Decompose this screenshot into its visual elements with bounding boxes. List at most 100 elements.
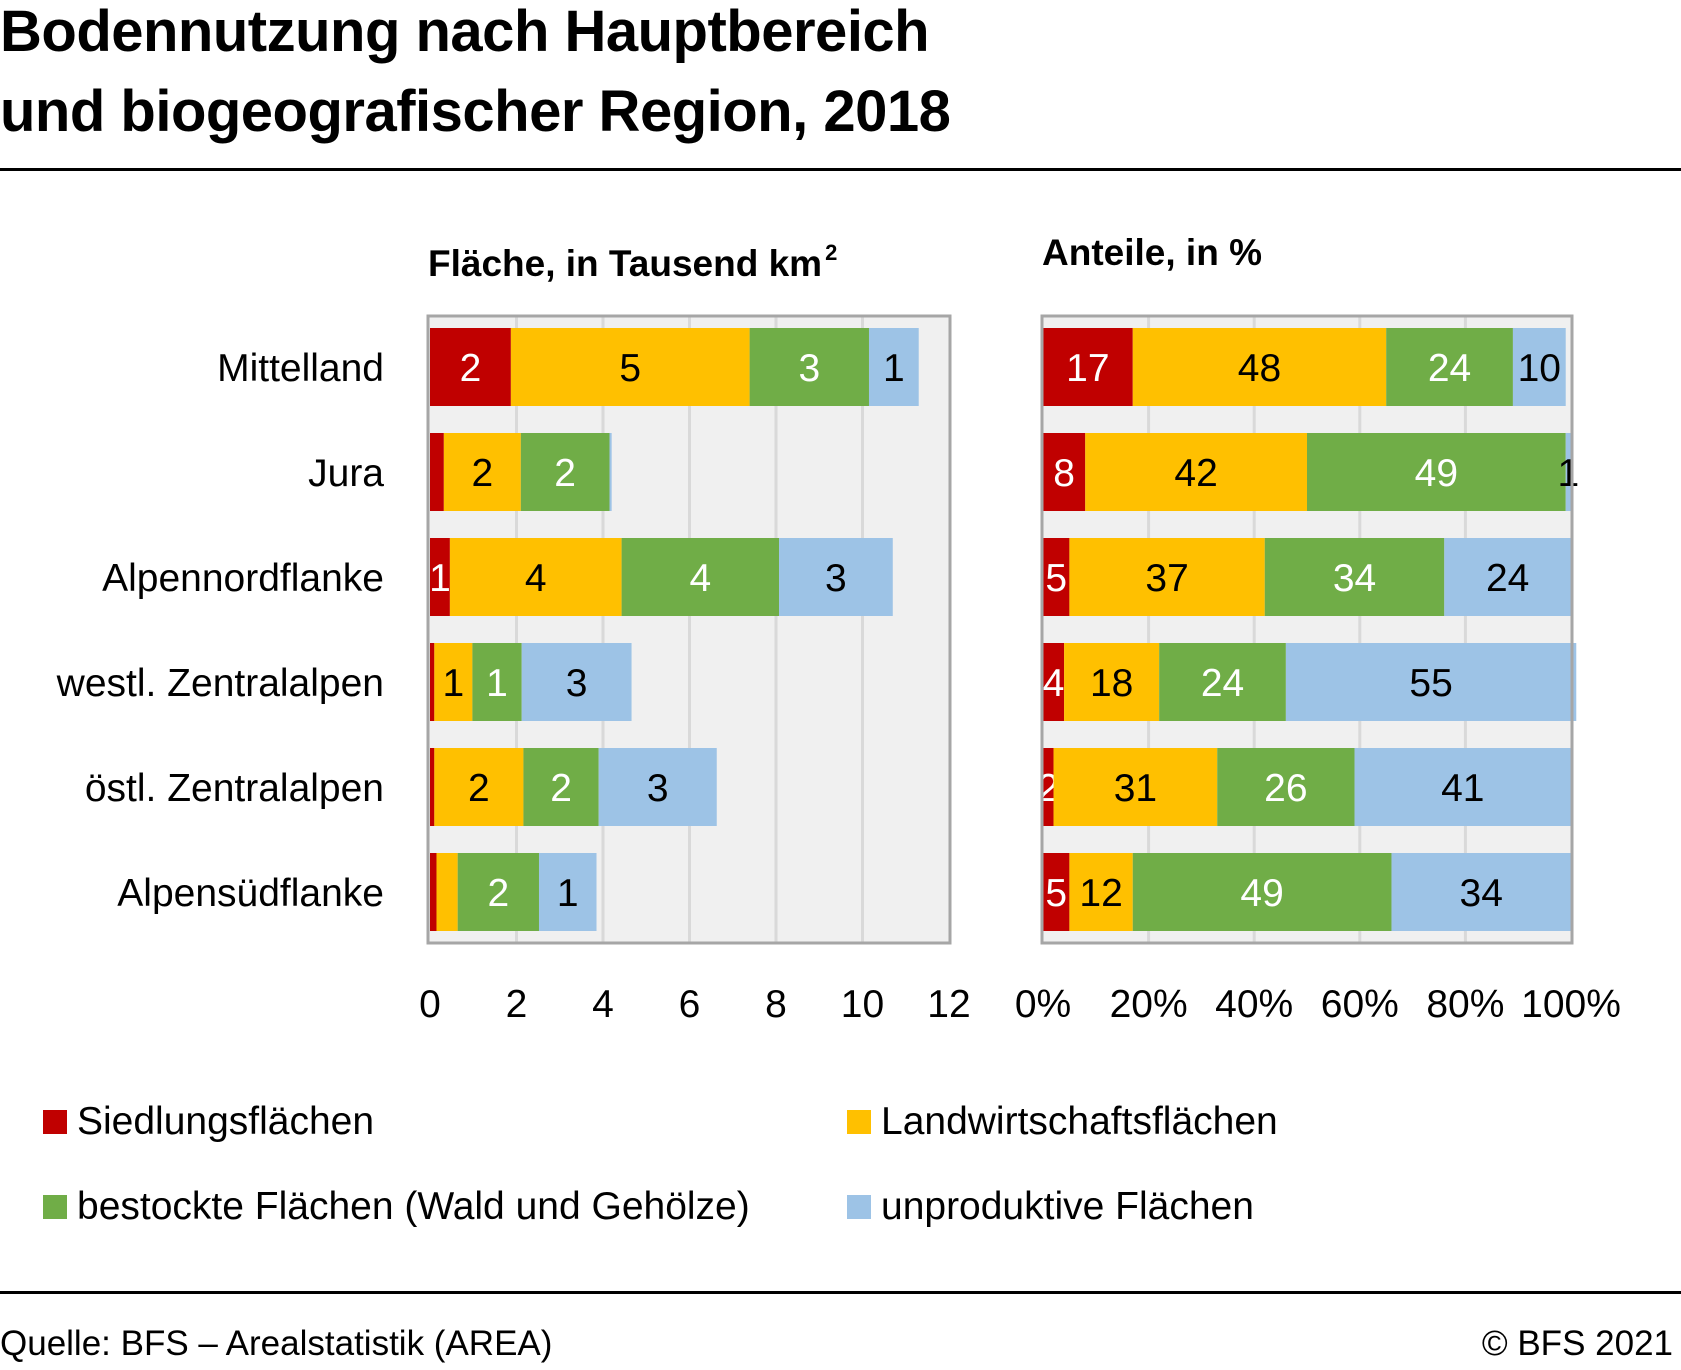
data-label: 4: [689, 557, 711, 600]
x-tick-label: 40%: [1215, 983, 1293, 1026]
legend-item-bestockte-flaechen: bestockte Flächen (Wald und Gehölze): [43, 1184, 750, 1230]
bar-segment-landwirtschaftsflaechen: [434, 748, 524, 826]
data-label: 37: [1145, 557, 1188, 600]
data-label: 8: [1053, 452, 1075, 495]
bar-segment-landwirtschaftsflaechen: [1069, 853, 1133, 931]
bar-segment-siedlungsflaechen: [430, 643, 435, 721]
bar-segment-siedlungsflaechen: [1043, 538, 1070, 616]
bar-segment-unproduktive-flaechen: [1512, 328, 1566, 406]
bar-segment-siedlungsflaechen: [430, 853, 437, 931]
category-label: Jura: [308, 452, 384, 495]
share-panel: 17 48 24 108 42 49 15 37 34 244 18 24 552 31 26 415 12 49…: [1015, 314, 1621, 1026]
bar-segment-siedlungsflaechen: [1043, 748, 1054, 826]
bar-segment-unproduktive-flaechen: [609, 433, 612, 511]
x-tick-label: 10: [841, 983, 884, 1026]
category-label: östl. Zentralalpen: [85, 767, 384, 810]
data-label: 4: [1043, 662, 1065, 705]
bar-segment-unproduktive-flaechen: [1354, 748, 1571, 826]
data-label: 49: [1415, 452, 1458, 495]
data-label: 49: [1240, 872, 1283, 915]
bar-segment-landwirtschaftsflaechen: [510, 328, 750, 406]
bar-segment-bestockte-flaechen-wald-und-gehoelze: [520, 433, 610, 511]
legend-label-siedlungsflaechen: Siedlungsflächen: [77, 1100, 375, 1143]
category-label: westl. Zentralalpen: [56, 662, 384, 705]
bar-segment-siedlungsflaechen: [430, 748, 435, 826]
legend-swatch-bestockte-flaechen: [43, 1195, 67, 1219]
data-label: 12: [1079, 872, 1122, 915]
data-label: 41: [1441, 767, 1484, 810]
bar-segment-unproduktive-flaechen: [1391, 853, 1571, 931]
bar-segment-bestockte-flaechen-wald-und-gehoelze: [523, 748, 599, 826]
data-label: 2: [468, 767, 490, 810]
data-label: 4: [525, 557, 547, 600]
data-label: 1: [443, 662, 465, 705]
x-tick-label: 80%: [1426, 983, 1504, 1026]
bar-segment-bestockte-flaechen-wald-und-gehoelze: [1217, 748, 1355, 826]
footer-divider: [0, 1291, 1681, 1294]
chart-title-line-1: Bodennutzung nach Hauptbereich: [0, 0, 930, 64]
data-label: 24: [1201, 662, 1244, 705]
data-label: 10: [1518, 347, 1561, 390]
data-label: 42: [1174, 452, 1217, 495]
x-tick-label: 4: [592, 983, 614, 1026]
data-label: 34: [1333, 557, 1376, 600]
bar-segment-unproduktive-flaechen: [868, 328, 919, 406]
legend-label-unproduktive-flaechen: unproduktive Flächen: [881, 1185, 1254, 1228]
source-note: Quelle: BFS – Arealstatistik (AREA): [0, 1324, 553, 1363]
data-label: 1: [557, 872, 579, 915]
category-label: Alpennordflanke: [102, 557, 384, 600]
data-label: 2: [554, 452, 576, 495]
bar-segment-landwirtschaftsflaechen: [449, 538, 622, 616]
bar-segment-landwirtschaftsflaechen: [1069, 538, 1265, 616]
data-label: 55: [1409, 662, 1452, 705]
x-tick-label: 6: [679, 983, 701, 1026]
data-label: 1: [429, 557, 451, 600]
bar-segment-bestockte-flaechen-wald-und-gehoelze: [621, 538, 780, 616]
bar-segment-bestockte-flaechen-wald-und-gehoelze: [1307, 433, 1566, 511]
bar-segment-unproduktive-flaechen: [521, 643, 632, 721]
bar-segment-siedlungsflaechen: [1043, 328, 1133, 406]
bar-segment-unproduktive-flaechen: [1565, 433, 1571, 511]
bar-segment-landwirtschaftsflaechen: [1132, 328, 1387, 406]
data-label: 17: [1066, 347, 1109, 390]
bar-segment-landwirtschaftsflaechen: [1053, 748, 1218, 826]
x-tick-label: 60%: [1321, 983, 1399, 1026]
bar-segment-bestockte-flaechen-wald-und-gehoelze: [457, 853, 539, 931]
bar-segment-siedlungsflaechen: [430, 328, 511, 406]
bar-segment-siedlungsflaechen: [430, 433, 444, 511]
bar-segment-unproduktive-flaechen: [779, 538, 893, 616]
data-label: 2: [460, 347, 482, 390]
category-label: Mittelland: [217, 347, 384, 390]
title-divider: [0, 168, 1681, 171]
data-label: 1: [486, 662, 508, 705]
data-label: 3: [647, 767, 669, 810]
bar-segment-siedlungsflaechen: [430, 538, 450, 616]
data-label: 3: [825, 557, 847, 600]
bar-segment-unproduktive-flaechen: [598, 748, 717, 826]
data-label: 5: [1045, 872, 1067, 915]
data-label: 18: [1090, 662, 1133, 705]
plot-background: [1042, 316, 1572, 943]
bar-segment-unproduktive-flaechen: [538, 853, 597, 931]
legend-swatch-siedlungsflaechen: [43, 1110, 67, 1134]
chart-title-line-2: und biogeografischer Region, 2018: [0, 79, 951, 144]
legend-label-bestockte-flaechen: bestockte Flächen (Wald und Gehölze): [77, 1185, 750, 1228]
data-label: 5: [1045, 557, 1067, 600]
plot-frame: [426, 314, 952, 945]
bar-segment-siedlungsflaechen: [1043, 643, 1065, 721]
data-label: 1: [1558, 452, 1580, 495]
legend-swatch-landwirtschaftsflaechen: [847, 1110, 871, 1134]
data-label: 31: [1114, 767, 1157, 810]
legend-label-landwirtschaftsflaechen: Landwirtschaftsflächen: [881, 1100, 1278, 1143]
bar-segment-siedlungsflaechen: [1043, 433, 1086, 511]
chart-title: Bodennutzung nach Hauptbereich und bioge…: [0, 0, 951, 152]
data-label: 5: [619, 347, 641, 390]
x-tick-label: 8: [765, 983, 787, 1026]
data-label: 2: [471, 452, 493, 495]
x-tick-label: 12: [927, 983, 970, 1026]
bar-segment-siedlungsflaechen: [1043, 853, 1070, 931]
data-label: 34: [1460, 872, 1503, 915]
bar-segment-bestockte-flaechen-wald-und-gehoelze: [749, 328, 869, 406]
bar-segment-unproduktive-flaechen: [1285, 643, 1577, 721]
